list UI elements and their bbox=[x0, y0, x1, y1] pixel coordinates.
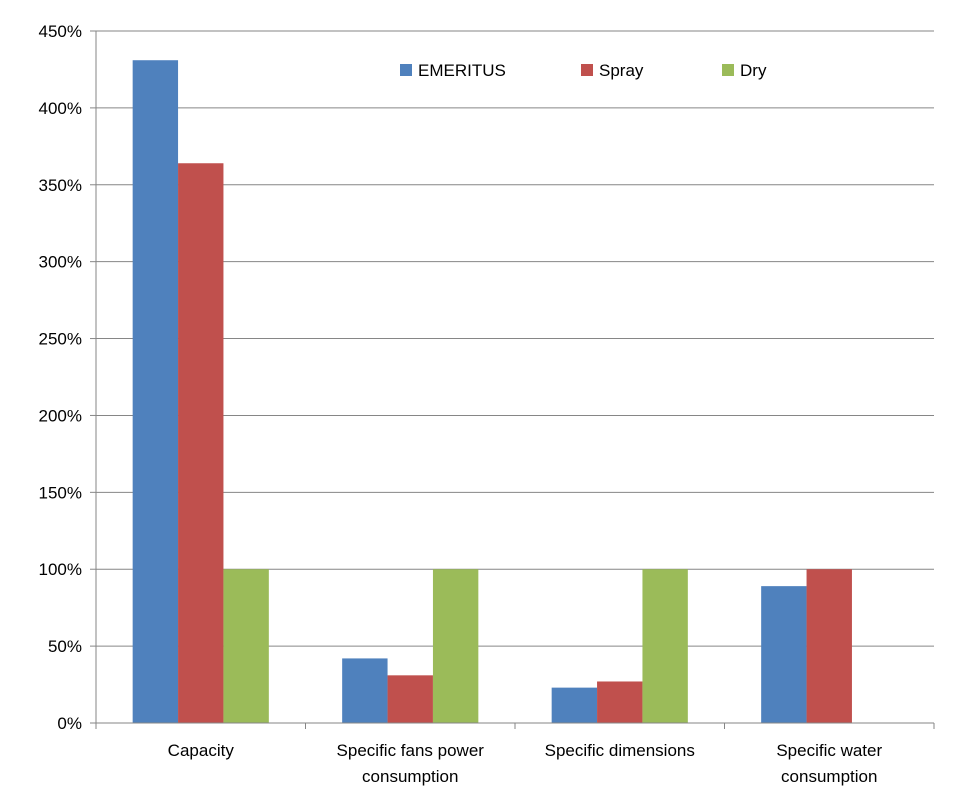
bars bbox=[132, 60, 852, 724]
legend-swatch-spray bbox=[581, 64, 593, 76]
bar-emeritus bbox=[551, 687, 598, 723]
bar-spray bbox=[387, 675, 433, 723]
bar-dry bbox=[432, 569, 479, 723]
y-tick-label: 50% bbox=[48, 637, 82, 656]
bar-emeritus bbox=[132, 60, 179, 724]
legend-swatch-emeritus bbox=[400, 64, 412, 76]
bar-emeritus bbox=[761, 586, 807, 723]
bar-spray bbox=[597, 681, 643, 723]
y-tick-label: 150% bbox=[39, 483, 82, 502]
bar-dry bbox=[223, 569, 269, 723]
bar-dry bbox=[642, 569, 688, 723]
y-tick-label: 0% bbox=[57, 714, 82, 733]
x-category-label: Specific dimensions bbox=[545, 741, 695, 760]
x-category-label: Capacity bbox=[168, 741, 235, 760]
y-tick-label: 250% bbox=[39, 330, 82, 349]
y-tick-label: 300% bbox=[39, 253, 82, 272]
legend: EMERITUS Spray Dry bbox=[400, 61, 767, 80]
bar-emeritus bbox=[342, 658, 388, 723]
legend-label-emeritus: EMERITUS bbox=[418, 61, 506, 80]
y-tick-label: 100% bbox=[39, 560, 82, 579]
bar-spray bbox=[806, 569, 852, 723]
y-tick-label: 400% bbox=[39, 99, 82, 118]
x-category-label: Specific fans power consumption bbox=[337, 741, 485, 786]
legend-swatch-dry bbox=[722, 64, 734, 76]
legend-label-spray: Spray bbox=[599, 61, 644, 80]
y-tick-label: 450% bbox=[39, 22, 82, 41]
legend-label-dry: Dry bbox=[740, 61, 767, 80]
y-tick-label: 200% bbox=[39, 406, 82, 425]
bar-spray bbox=[178, 163, 224, 723]
x-category-label: Specific water consumption bbox=[776, 741, 882, 786]
x-axis-ticks: Capacity Specific fans power consumption Sp… bbox=[95, 723, 935, 786]
y-axis-ticks: 0% 50% 100% 150% 200% 250% 300% 350% 400% 450% bbox=[39, 22, 96, 733]
y-tick-label: 350% bbox=[39, 176, 82, 195]
